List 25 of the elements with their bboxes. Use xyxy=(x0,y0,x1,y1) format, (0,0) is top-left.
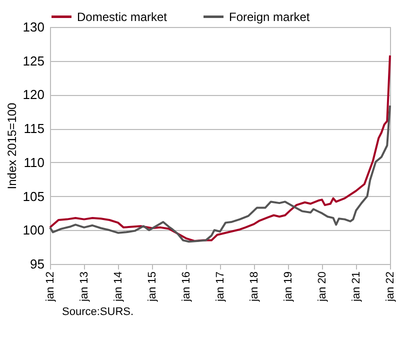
x-tick-label: jan 21 xyxy=(350,272,363,302)
line-series xyxy=(49,54,391,242)
line-series xyxy=(49,104,391,243)
x-tick-label: jan 12 xyxy=(44,272,56,302)
legend-label: Domestic market xyxy=(77,10,168,24)
y-tick-label: 130 xyxy=(22,20,44,34)
y-tick-label: 110 xyxy=(24,154,44,170)
x-tick-label: jan 19 xyxy=(282,272,294,302)
x-tick-label: jan 20 xyxy=(316,272,328,302)
x-tick-label: jan 15 xyxy=(146,272,159,302)
y-tick-label: 105 xyxy=(22,188,44,204)
y-tick-label: 95 xyxy=(30,256,44,272)
x-tick-label: jan 18 xyxy=(248,272,261,302)
y-tick-label: 115 xyxy=(24,121,44,136)
x-tick-label: jan 16 xyxy=(180,272,192,302)
x-tick-label: jan 17 xyxy=(214,272,227,302)
y-tick-label: 120 xyxy=(22,87,44,102)
x-tick-label: jan 14 xyxy=(112,272,125,302)
x-tick-label: jan 13 xyxy=(78,272,91,302)
source-note: Source:SURS. xyxy=(62,306,135,318)
y-tick-label: 125 xyxy=(22,53,44,68)
legend-label: Foreign market xyxy=(229,10,310,24)
x-tick-label: jan 22 xyxy=(384,272,396,302)
y-axis-title: Index 2015=100 xyxy=(4,102,19,190)
y-tick-label: 100 xyxy=(22,222,44,238)
